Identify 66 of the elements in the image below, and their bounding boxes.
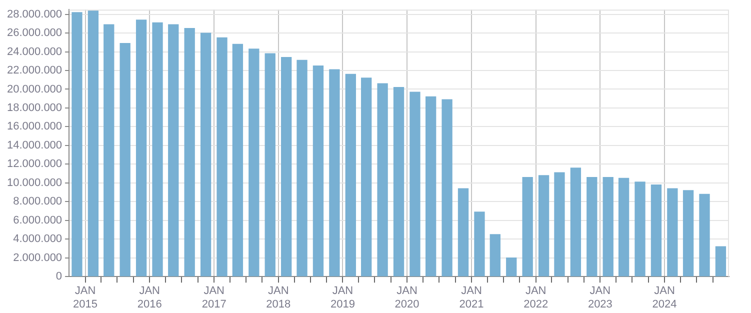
bar (361, 78, 372, 276)
x-tick-label: JAN 2019 (330, 285, 355, 310)
bar (329, 69, 340, 276)
bar (72, 12, 82, 276)
x-tick-label: JAN 2018 (266, 285, 291, 310)
bar (248, 48, 260, 276)
bar (474, 212, 485, 276)
bar (650, 184, 662, 276)
bar (538, 175, 550, 276)
bar (264, 53, 276, 276)
y-tick-label: 6.000.000 (13, 214, 62, 226)
bar (506, 258, 517, 276)
bar (426, 96, 436, 276)
bar (312, 65, 324, 276)
bar (490, 234, 500, 276)
bar (200, 32, 212, 276)
y-tick-label: 12.000.000 (6, 158, 62, 170)
bar (216, 37, 228, 276)
x-tick-label: JAN 2015 (73, 285, 98, 310)
x-tick-label: JAN 2023 (588, 285, 612, 310)
bar (152, 22, 163, 276)
bar (715, 246, 726, 276)
bar (442, 99, 452, 276)
bar (184, 28, 195, 276)
y-tick-label: 8.000.000 (13, 196, 62, 208)
y-tick-label: 14.000.000 (6, 139, 62, 152)
bar (554, 172, 565, 276)
bar (570, 168, 582, 276)
y-tick-label: 24.000.000 (6, 46, 62, 58)
bar (377, 83, 388, 276)
y-tick-label: 22.000.000 (6, 64, 62, 77)
y-tick-label: 4.000.000 (13, 233, 62, 246)
bar (104, 24, 114, 276)
bar (458, 188, 469, 276)
y-tick-label: 16.000.000 (6, 120, 62, 133)
bar (634, 182, 646, 276)
x-tick-label: JAN 2017 (202, 285, 226, 310)
bar (88, 10, 99, 276)
bar (136, 20, 147, 276)
y-tick-label: 26.000.000 (6, 27, 62, 40)
bar (393, 87, 404, 276)
x-tick-label: JAN 2020 (394, 285, 420, 310)
y-tick-label: 20.000.000 (6, 83, 62, 96)
x-tick-label: JAN 2016 (137, 285, 162, 310)
bar (232, 44, 244, 276)
bar (602, 176, 614, 276)
bar (281, 57, 292, 276)
y-tick-label: 10.000.000 (6, 176, 62, 189)
bar (296, 60, 308, 276)
bar (345, 74, 356, 276)
x-tick-label: JAN 2024 (652, 285, 677, 310)
x-tick-label: JAN 2022 (524, 285, 548, 310)
y-tick-label: 2.000.000 (13, 252, 62, 264)
bar (120, 42, 130, 276)
bar (168, 24, 179, 276)
y-tick-label: 18.000.000 (6, 102, 62, 114)
bar (410, 92, 420, 276)
bar (618, 178, 630, 276)
y-tick-label: 28.000.000 (6, 8, 62, 20)
y-tick-label: 0 (56, 270, 62, 283)
bar (667, 188, 678, 276)
bar (522, 176, 533, 276)
x-tick-label: JAN 2021 (459, 285, 484, 310)
bar (699, 194, 710, 276)
bar (586, 176, 598, 276)
bar (682, 190, 694, 276)
